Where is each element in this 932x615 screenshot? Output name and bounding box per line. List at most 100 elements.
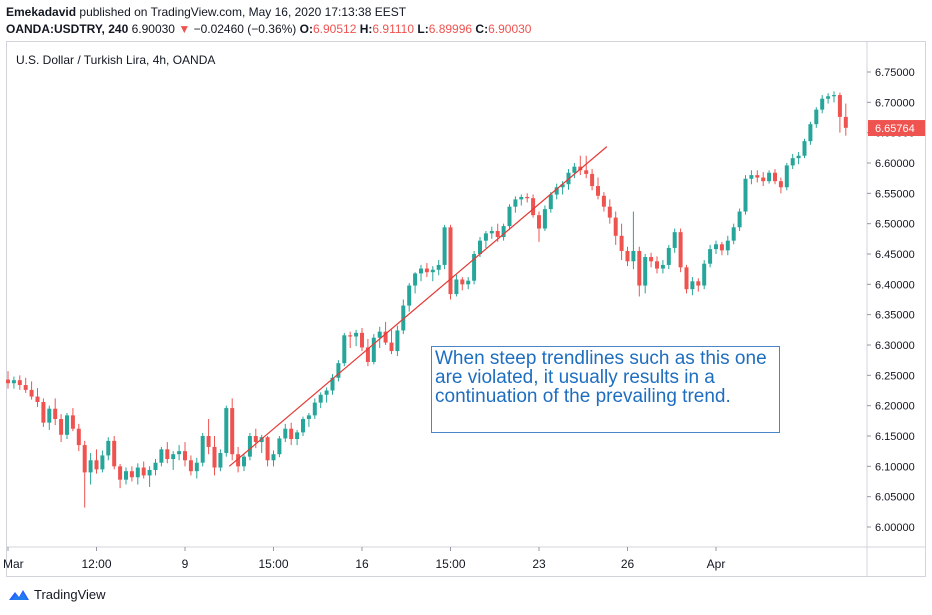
- candle-up[interactable]: [283, 428, 288, 439]
- candle-down[interactable]: [236, 454, 241, 467]
- candle-down[interactable]: [129, 471, 134, 478]
- candle-down[interactable]: [601, 195, 606, 207]
- candle-up[interactable]: [312, 402, 317, 416]
- candle-up[interactable]: [295, 432, 300, 440]
- candle-up[interactable]: [519, 196, 524, 200]
- candle-down[interactable]: [183, 451, 187, 461]
- candle-up[interactable]: [354, 332, 359, 337]
- candle-down[interactable]: [206, 436, 211, 447]
- candle-down[interactable]: [678, 232, 683, 268]
- candle-down[interactable]: [94, 460, 99, 470]
- candle-up[interactable]: [306, 415, 311, 420]
- candle-up[interactable]: [660, 264, 665, 269]
- candle-down[interactable]: [837, 95, 842, 117]
- candle-down[interactable]: [212, 446, 217, 468]
- candle-up[interactable]: [442, 227, 447, 265]
- candle-up[interactable]: [147, 469, 152, 476]
- candle-up[interactable]: [672, 232, 677, 248]
- candle-down[interactable]: [389, 342, 394, 352]
- candle-down[interactable]: [448, 227, 453, 295]
- candle-up[interactable]: [731, 227, 736, 241]
- candle-up[interactable]: [702, 263, 707, 286]
- candle-up[interactable]: [218, 452, 223, 468]
- candle-down[interactable]: [59, 419, 64, 435]
- candle-up[interactable]: [106, 440, 111, 456]
- candle-up[interactable]: [826, 96, 831, 99]
- candle-down[interactable]: [537, 215, 541, 229]
- candle-down[interactable]: [637, 250, 642, 286]
- candle-down[interactable]: [590, 173, 595, 187]
- candle-up[interactable]: [171, 454, 176, 460]
- candle-down[interactable]: [53, 408, 58, 420]
- candle-up[interactable]: [88, 460, 93, 473]
- candle-down[interactable]: [360, 332, 364, 348]
- candle-down[interactable]: [773, 172, 777, 182]
- candle-up[interactable]: [430, 269, 435, 273]
- candle-up[interactable]: [324, 390, 329, 395]
- candle-down[interactable]: [596, 186, 600, 196]
- candle-up[interactable]: [542, 209, 547, 229]
- candle-down[interactable]: [655, 261, 659, 269]
- candle-down[interactable]: [607, 206, 612, 218]
- candle-up[interactable]: [808, 124, 813, 142]
- candle-down[interactable]: [495, 230, 500, 238]
- chart-panel[interactable]: [6, 41, 926, 577]
- footer-brand[interactable]: TradingView: [8, 587, 106, 602]
- candle-down[interactable]: [584, 170, 589, 174]
- candle-up[interactable]: [419, 268, 423, 274]
- candle-up[interactable]: [407, 285, 412, 306]
- candle-up[interactable]: [47, 408, 52, 423]
- candle-down[interactable]: [29, 389, 34, 397]
- candle-up[interactable]: [501, 226, 506, 238]
- candle-down[interactable]: [165, 449, 170, 460]
- candle-up[interactable]: [330, 377, 335, 391]
- candle-up[interactable]: [371, 337, 376, 362]
- candle-up[interactable]: [725, 240, 730, 251]
- candle-up[interactable]: [100, 455, 105, 470]
- candle-up[interactable]: [631, 250, 636, 262]
- candle-down[interactable]: [460, 279, 465, 285]
- candle-up[interactable]: [714, 244, 718, 250]
- annotation-box[interactable]: When steep trendlines such as this one a…: [431, 346, 780, 433]
- candle-down[interactable]: [424, 268, 429, 273]
- candle-up[interactable]: [554, 187, 559, 195]
- candle-up[interactable]: [796, 155, 801, 159]
- candle-down[interactable]: [761, 177, 766, 182]
- candle-down[interactable]: [525, 196, 530, 199]
- candle-up[interactable]: [153, 462, 158, 470]
- author-name[interactable]: Emekadavid: [6, 5, 77, 19]
- candle-up[interactable]: [478, 240, 482, 254]
- candle-down[interactable]: [348, 335, 353, 337]
- candle-down[interactable]: [70, 415, 75, 429]
- candle-up[interactable]: [708, 249, 713, 264]
- candle-up[interactable]: [802, 141, 807, 156]
- candle-up[interactable]: [832, 95, 836, 97]
- candle-down[interactable]: [23, 385, 28, 390]
- candle-up[interactable]: [159, 449, 164, 463]
- candle-down[interactable]: [531, 198, 536, 216]
- candle-up[interactable]: [194, 462, 199, 472]
- candle-up[interactable]: [643, 257, 648, 286]
- candle-up[interactable]: [336, 363, 341, 378]
- candle-down[interactable]: [289, 428, 294, 440]
- candle-up[interactable]: [454, 279, 459, 295]
- candle-down[interactable]: [684, 267, 689, 290]
- candle-up[interactable]: [690, 281, 695, 290]
- candle-up[interactable]: [318, 394, 323, 403]
- candle-down[interactable]: [35, 396, 40, 403]
- candle-down[interactable]: [843, 116, 848, 128]
- candle-down[interactable]: [383, 331, 388, 343]
- candle-down[interactable]: [17, 380, 22, 386]
- candle-down[interactable]: [625, 250, 630, 262]
- candle-up[interactable]: [548, 194, 553, 210]
- candle-down[interactable]: [613, 217, 618, 236]
- candle-up[interactable]: [224, 408, 229, 453]
- candle-up[interactable]: [377, 331, 382, 338]
- candle-down[interactable]: [719, 244, 724, 251]
- candle-up[interactable]: [572, 166, 577, 173]
- candle-up[interactable]: [790, 158, 795, 166]
- candle-up[interactable]: [767, 172, 772, 182]
- trendline[interactable]: [228, 146, 608, 467]
- candle-up[interactable]: [395, 330, 400, 352]
- candle-down[interactable]: [619, 235, 624, 251]
